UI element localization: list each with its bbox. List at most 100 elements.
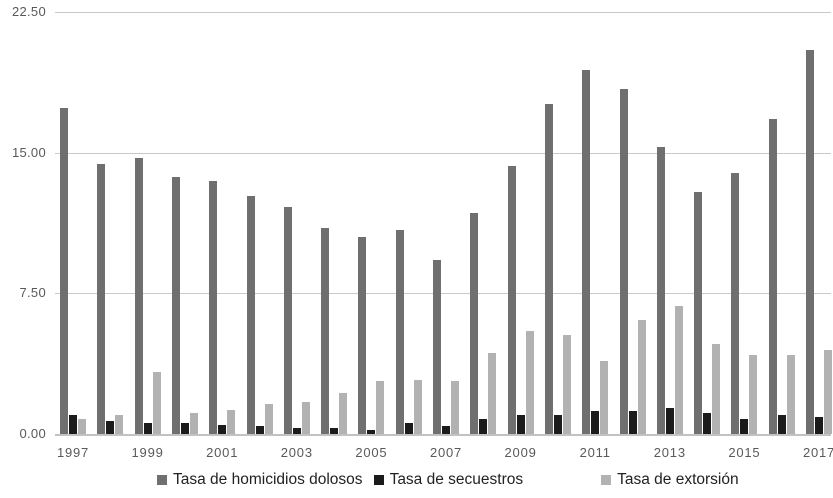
bar — [628, 411, 637, 434]
bar-group-2017 — [806, 12, 832, 434]
bar-group-2015 — [731, 12, 758, 434]
bar — [516, 415, 525, 434]
bar — [740, 419, 749, 434]
y-tick-label: 7.50 — [19, 285, 46, 301]
bar — [442, 426, 450, 434]
y-tick-label: 0.00 — [19, 426, 46, 441]
legend-marker-icon — [601, 475, 612, 485]
x-tick-label: 1997 — [56, 445, 90, 460]
bar — [395, 230, 404, 434]
bar — [218, 425, 227, 434]
y-tick-label: 22.50 — [11, 4, 46, 19]
bar — [674, 306, 683, 434]
bar — [376, 381, 385, 434]
bar — [815, 417, 823, 434]
bar — [404, 423, 413, 434]
x-tick-label: 2001 — [206, 445, 239, 460]
bar-group-2000 — [171, 12, 198, 434]
legend-label: Tasa de secuestros — [389, 471, 524, 488]
bar — [367, 430, 376, 434]
bar — [694, 192, 703, 434]
bar-group-2016 — [768, 12, 795, 434]
bar-group-2005 — [358, 12, 385, 434]
y-tick-label: 15.00 — [11, 144, 46, 160]
x-tick-label: 2013 — [653, 445, 686, 460]
bar — [264, 404, 273, 434]
bar — [69, 415, 77, 434]
bar — [591, 411, 600, 434]
bar-group-2006 — [395, 12, 422, 434]
x-tick-label: 2003 — [280, 445, 313, 460]
legend-item: Tasa de extorsión — [601, 471, 739, 489]
bar-group-2009 — [507, 12, 534, 434]
bar-group-2007 — [433, 12, 459, 434]
bar — [339, 393, 348, 434]
bar-group-2010 — [544, 12, 571, 434]
bar — [433, 260, 441, 434]
bar-group-2003 — [283, 12, 310, 434]
x-axis-line — [55, 434, 831, 436]
bar-group-1999 — [134, 12, 161, 434]
x-tick-label: 2009 — [504, 445, 537, 460]
bar — [78, 419, 86, 434]
bar — [152, 372, 161, 434]
bar — [507, 166, 516, 434]
plot-area — [55, 12, 832, 436]
bar — [189, 413, 198, 434]
bar — [180, 423, 189, 434]
bar — [731, 173, 740, 434]
bar-group-2008 — [470, 12, 497, 434]
x-tick-label: 2007 — [429, 445, 463, 460]
y-gridline — [55, 293, 831, 295]
bar — [488, 353, 497, 434]
bar — [106, 421, 115, 434]
bar — [283, 207, 292, 434]
x-tick-label: 2017 — [802, 445, 833, 460]
x-tick-label: 2005 — [355, 445, 388, 460]
bar — [358, 237, 367, 434]
bar — [321, 228, 330, 434]
bar — [749, 355, 758, 434]
legend-marker-icon — [373, 475, 384, 485]
bar — [637, 320, 646, 434]
bar-group-2002 — [246, 12, 273, 434]
bar — [806, 50, 814, 434]
bar — [451, 381, 459, 434]
bar — [97, 164, 106, 434]
bar — [60, 108, 68, 434]
legend-marker-icon — [157, 475, 167, 485]
bar — [786, 355, 795, 434]
bar — [703, 413, 712, 434]
bar-group-2001 — [209, 12, 236, 434]
legend-item: Tasa de secuestros — [373, 471, 524, 489]
legend-label: Tasa de homicidios dolosos — [173, 471, 363, 488]
bar — [413, 380, 422, 434]
bar — [330, 428, 339, 434]
bar — [143, 423, 152, 434]
legend-item: Tasa de homicidios dolosos — [157, 471, 363, 489]
y-gridline — [55, 152, 831, 154]
x-tick-label: 2011 — [579, 445, 611, 460]
bar — [470, 213, 479, 434]
bar — [712, 344, 721, 434]
bar — [824, 350, 832, 434]
bar — [777, 415, 786, 434]
bar — [134, 158, 143, 434]
bar — [562, 335, 571, 434]
chart-legend: Tasa de homicidios dolosos Tasa de secues… — [157, 471, 739, 489]
y-gridline — [55, 12, 831, 13]
bar-group-2013 — [656, 12, 683, 434]
bar — [171, 177, 180, 434]
bar — [255, 426, 264, 434]
bar — [665, 408, 674, 434]
bar — [246, 196, 255, 434]
bar — [544, 104, 553, 434]
bar — [619, 89, 628, 434]
bar — [301, 402, 310, 434]
bar — [600, 361, 609, 434]
bar — [209, 181, 218, 434]
bar — [227, 410, 236, 434]
bar — [115, 415, 124, 434]
legend-label: Tasa de extorsión — [617, 471, 739, 488]
